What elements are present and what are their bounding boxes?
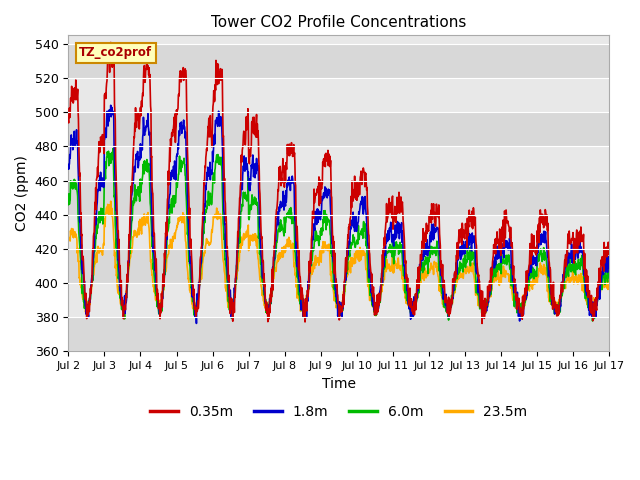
- Bar: [68, 146, 609, 180]
- Bar: [68, 44, 609, 78]
- Bar: [68, 317, 609, 351]
- Bar: [68, 249, 609, 283]
- Y-axis label: CO2 (ppm): CO2 (ppm): [15, 156, 29, 231]
- Bar: [68, 283, 609, 317]
- Legend: 0.35m, 1.8m, 6.0m, 23.5m: 0.35m, 1.8m, 6.0m, 23.5m: [145, 399, 533, 424]
- Bar: [68, 78, 609, 112]
- Text: TZ_co2prof: TZ_co2prof: [79, 47, 152, 60]
- X-axis label: Time: Time: [322, 377, 356, 391]
- Bar: [68, 112, 609, 146]
- Title: Tower CO2 Profile Concentrations: Tower CO2 Profile Concentrations: [211, 15, 467, 30]
- Bar: [68, 215, 609, 249]
- Bar: [68, 180, 609, 215]
